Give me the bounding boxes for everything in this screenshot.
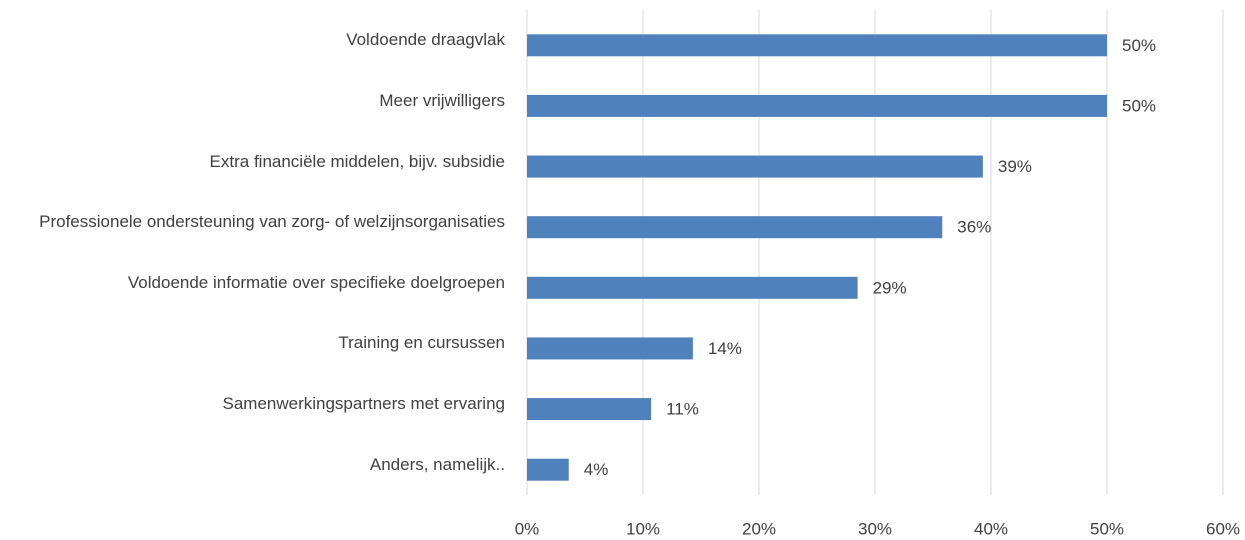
category-text: Professionele ondersteuning van zorg- of… — [39, 212, 505, 232]
x-tick-label: 30% — [858, 519, 892, 538]
data-label: 50% — [1122, 96, 1156, 115]
bar — [527, 337, 693, 360]
x-tick-label: 0% — [515, 519, 540, 538]
x-tick-label: 20% — [742, 519, 776, 538]
category-text: Training en cursussen — [338, 333, 505, 353]
bar — [527, 276, 858, 299]
category-text: Extra financiële middelen, bijv. subsidi… — [209, 151, 505, 171]
bar — [527, 155, 983, 178]
y-tick-label: Professionele ondersteuning van zorg- of… — [0, 192, 505, 253]
y-tick-label: Anders, namelijk.. — [0, 434, 505, 495]
x-tick-label: 60% — [1206, 519, 1240, 538]
y-tick-label: Samenwerkingspartners met ervaring — [0, 374, 505, 435]
data-label: 50% — [1122, 36, 1156, 55]
bar — [527, 94, 1107, 117]
category-text: Meer vrijwilligers — [379, 90, 505, 110]
data-label: 11% — [666, 400, 699, 419]
data-label: 4% — [584, 460, 609, 479]
bar — [527, 34, 1107, 57]
category-text: Samenwerkingspartners met ervaring — [222, 394, 505, 414]
category-text: Voldoende draagvlak — [346, 30, 505, 50]
y-tick-label: Voldoende informatie over specifieke doe… — [0, 253, 505, 314]
bar — [527, 216, 943, 239]
bar — [527, 458, 569, 481]
category-text: Voldoende informatie over specifieke doe… — [127, 272, 505, 292]
y-tick-label: Training en cursussen — [0, 313, 505, 374]
data-label: 29% — [873, 278, 907, 297]
data-label: 39% — [998, 157, 1032, 176]
x-tick-label: 10% — [626, 519, 660, 538]
bar — [527, 398, 652, 421]
x-tick-label: 50% — [1090, 519, 1124, 538]
y-tick-label: Voldoende draagvlak — [0, 10, 505, 71]
x-tick-label: 40% — [974, 519, 1008, 538]
y-tick-label: Extra financiële middelen, bijv. subsidi… — [0, 131, 505, 192]
category-text: Anders, namelijk.. — [369, 454, 505, 474]
data-label: 14% — [708, 339, 742, 358]
data-label: 36% — [957, 218, 991, 237]
y-tick-label: Meer vrijwilligers — [0, 71, 505, 132]
